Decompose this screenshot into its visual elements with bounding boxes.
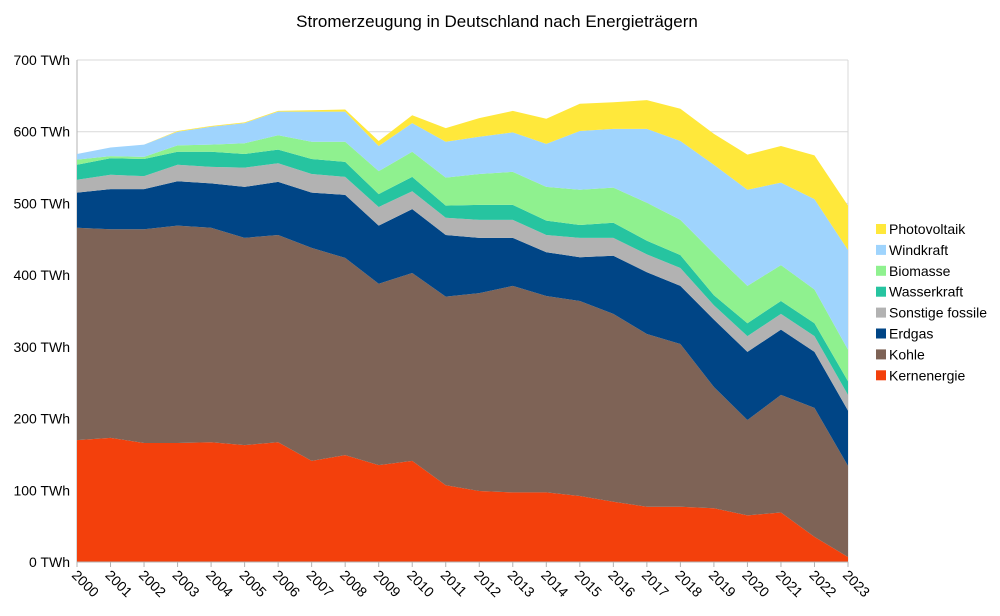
legend-swatch [876, 328, 886, 339]
legend-label: Biomasse [889, 263, 951, 279]
legend-label: Sonstige fossile [889, 305, 987, 321]
x-tick-label: 2009 [371, 567, 404, 600]
area-windkraft [77, 111, 848, 350]
x-tick-label: 2022 [806, 567, 839, 600]
legend-label: Kernenergie [889, 367, 965, 383]
legend-swatch [876, 224, 886, 234]
area-wasserkraft [77, 149, 848, 395]
legend-swatch [876, 307, 886, 318]
x-tick-label: 2004 [203, 567, 236, 600]
x-tick-label: 2014 [538, 567, 571, 600]
area-kernenergie [77, 437, 848, 562]
x-tick-label: 2003 [169, 567, 202, 600]
area-erdgas [77, 181, 848, 466]
x-tick-label: 2019 [706, 567, 739, 600]
x-tick-label: 2011 [438, 567, 471, 600]
legend-label: Photovoltaik [889, 221, 966, 237]
y-tick-label: 200 TWh [13, 411, 70, 427]
x-tick-label: 2017 [639, 567, 672, 600]
legend-swatch [876, 349, 886, 360]
x-tick-label: 2002 [136, 567, 169, 600]
x-tick-label: 2000 [69, 567, 102, 600]
x-tick-label: 2012 [471, 567, 504, 600]
x-tick-label: 2005 [236, 567, 269, 600]
y-tick-label: 600 TWh [13, 124, 70, 140]
x-tick-label: 2006 [270, 567, 303, 600]
y-tick-label: 700 TWh [13, 52, 70, 68]
x-tick-label: 2021 [773, 567, 806, 600]
x-tick-label: 2010 [404, 567, 437, 600]
x-tick-label: 2018 [672, 567, 705, 600]
legend-swatch [876, 286, 886, 297]
y-tick-label: 100 TWh [13, 482, 70, 498]
x-tick-label: 2001 [102, 567, 135, 600]
legend-label: Windkraft [889, 242, 948, 258]
x-tick-label: 2023 [840, 567, 873, 600]
x-tick-label: 2020 [739, 567, 772, 600]
y-tick-label: 0 TWh [29, 554, 70, 570]
legend-label: Erdgas [889, 326, 933, 342]
x-tick-label: 2015 [572, 567, 605, 600]
y-tick-label: 500 TWh [13, 195, 70, 211]
legend-label: Kohle [889, 346, 925, 362]
legend-swatch [876, 370, 886, 381]
x-tick-label: 2016 [605, 567, 638, 600]
legend-swatch [876, 265, 886, 276]
area-kohle [77, 225, 848, 557]
area-photovoltaik [77, 100, 848, 251]
area-biomasse [77, 135, 848, 382]
x-tick-label: 2008 [337, 567, 370, 600]
chart-title: Stromerzeugung in Deutschland nach Energ… [296, 12, 698, 31]
legend-label: Wasserkraft [889, 284, 963, 300]
y-tick-label: 400 TWh [13, 267, 70, 283]
x-tick-label: 2007 [304, 567, 337, 600]
area-sonstige-fossile [77, 163, 848, 411]
x-tick-label: 2013 [505, 567, 538, 600]
y-tick-label: 300 TWh [13, 339, 70, 355]
legend-swatch [876, 244, 886, 255]
